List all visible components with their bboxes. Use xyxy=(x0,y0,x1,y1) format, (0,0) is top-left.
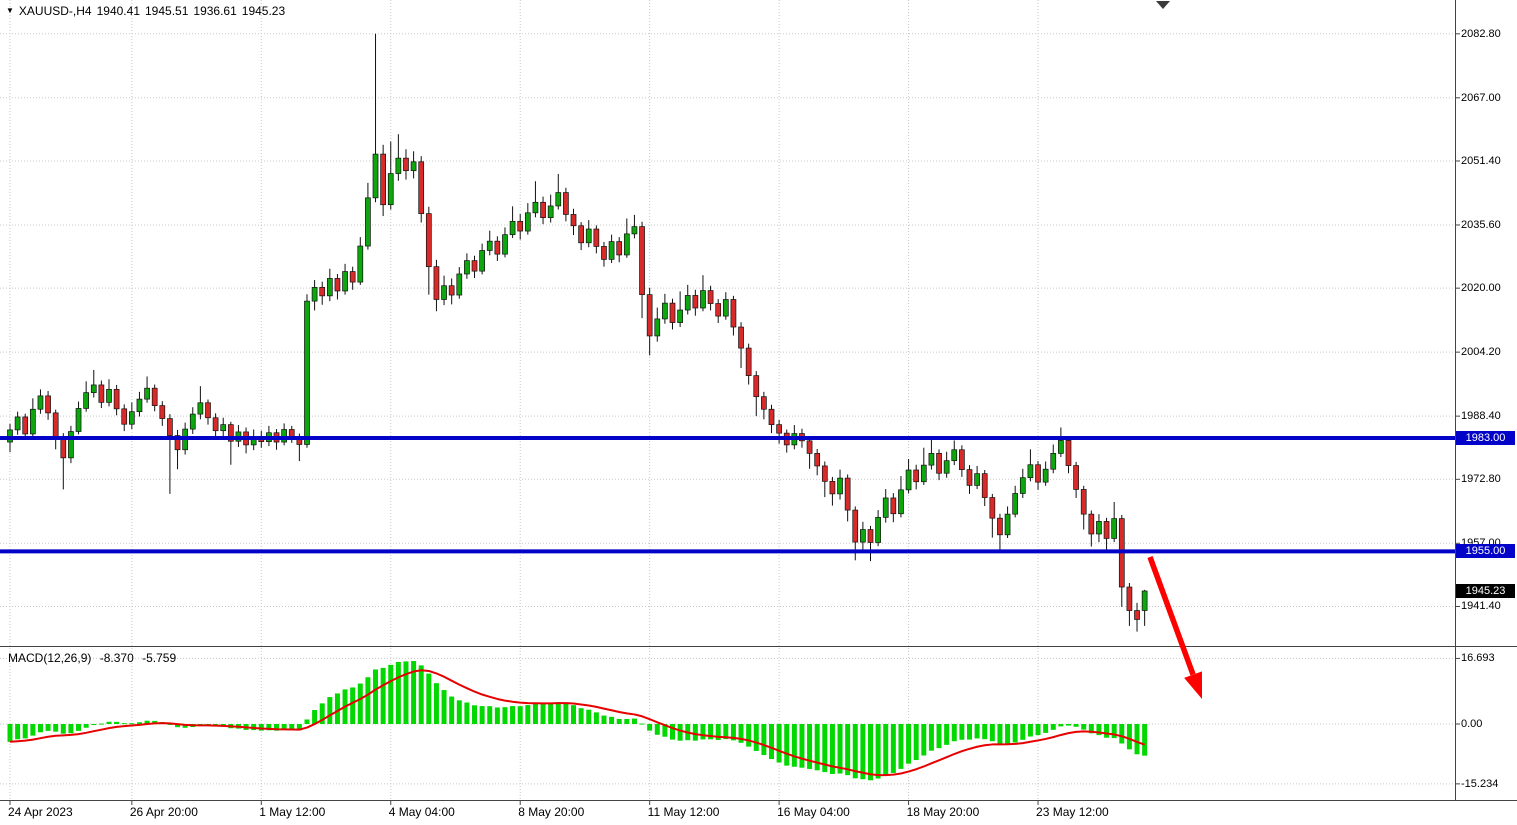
gridlines xyxy=(0,0,1455,800)
time-axis-label: 24 Apr 2023 xyxy=(8,805,73,819)
macd-signal-value: -5.759 xyxy=(142,651,177,665)
time-axis-label: 16 May 04:00 xyxy=(777,805,850,819)
ohlc-close-value: 1945.23 xyxy=(241,4,286,18)
panel-separators xyxy=(0,0,1517,801)
hline-price-badge: 1983.00 xyxy=(1456,431,1515,445)
ohlc-open-value: 1940.41 xyxy=(96,4,140,18)
time-axis-label: 18 May 20:00 xyxy=(906,805,980,819)
chart-shift-marker-icon[interactable] xyxy=(1156,1,1170,9)
symbol-timeframe-label: XAUUSD-,H4 xyxy=(18,4,92,18)
price-axis-label: 2067.00 xyxy=(1461,91,1501,104)
current-price-badge: 1945.23 xyxy=(1456,583,1515,598)
time-axis-label: 11 May 12:00 xyxy=(647,805,720,819)
macd-signal-line xyxy=(9,669,1145,777)
time-axis-label: 1 May 12:00 xyxy=(259,805,326,819)
price-axis-label: 2082.80 xyxy=(1461,27,1501,40)
price-axis-label: 1972.80 xyxy=(1461,473,1501,486)
price-axis-label: 2051.40 xyxy=(1461,154,1501,167)
support-resistance-lines[interactable] xyxy=(0,436,1455,554)
time-axis-label: 26 Apr 20:00 xyxy=(129,805,198,819)
time-axis[interactable]: 24 Apr 2023 26 Apr 20:00 1 May 12:00 4 May … xyxy=(0,800,1517,825)
axis-ticks xyxy=(9,33,1460,805)
time-axis-label: 8 May 20:00 xyxy=(518,805,585,819)
price-axis[interactable]: 2082.80 2067.00 2051.40 2035.60 2020.00 2004.… xyxy=(1455,0,1517,800)
macd-main-value: -8.370 xyxy=(99,651,134,665)
ohlc-high-value: 1945.51 xyxy=(145,4,189,18)
candlesticks xyxy=(7,33,1148,632)
expander-arrow-icon[interactable]: ▼ xyxy=(6,6,14,15)
macd-axis-label: 0.00 xyxy=(1461,718,1483,730)
macd-axis-label: 16.693 xyxy=(1461,652,1495,665)
macd-name-label: MACD(12,26,9) xyxy=(8,651,92,665)
chart-ohlc-header: ▼ XAUUSD-,H4 1940.41 1945.51 1936.61 194… xyxy=(6,4,285,18)
macd-indicator-label: MACD(12,26,9) -8.370 -5.759 xyxy=(8,651,181,665)
macd-histogram xyxy=(7,660,1148,781)
price-axis-label: 1988.40 xyxy=(1461,410,1501,423)
trend-arrow-annotation[interactable] xyxy=(1147,556,1202,699)
price-axis-label: 1941.40 xyxy=(1461,600,1501,613)
time-axis-label: 4 May 04:00 xyxy=(388,805,455,819)
price-axis-label: 2035.60 xyxy=(1461,218,1501,231)
time-axis-label: 23 May 12:00 xyxy=(1036,805,1109,819)
price-axis-label: 2004.20 xyxy=(1461,346,1501,359)
ohlc-low-value: 1936.61 xyxy=(193,4,237,18)
macd-axis-label: -15.234 xyxy=(1461,777,1499,790)
price-axis-label: 2020.00 xyxy=(1461,282,1501,295)
hline-price-badge: 1955.00 xyxy=(1456,544,1515,559)
